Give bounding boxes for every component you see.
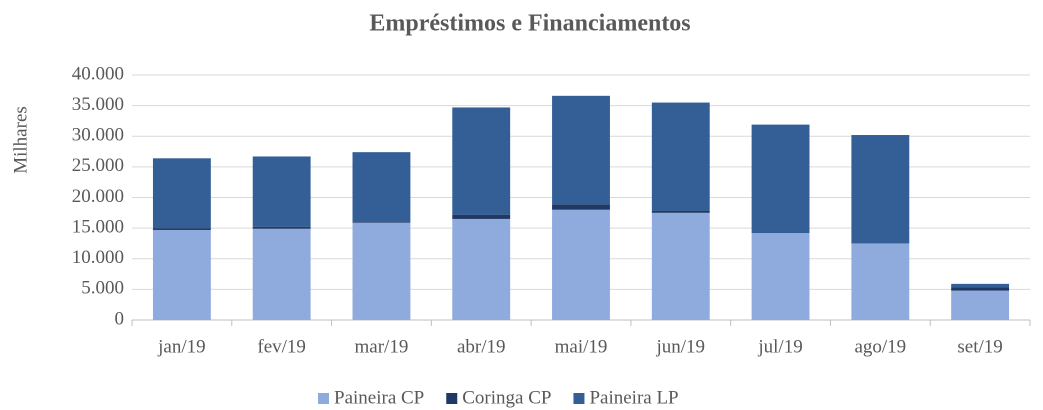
y-tick-label: 25.000 bbox=[72, 155, 124, 176]
bar-segment bbox=[452, 218, 511, 320]
y-tick-label: 20.000 bbox=[72, 186, 124, 207]
bar-segment bbox=[152, 158, 211, 229]
bar-segment bbox=[352, 222, 411, 223]
x-tick-label: fev/19 bbox=[257, 336, 306, 357]
x-tick-label: jul/19 bbox=[757, 336, 802, 357]
x-tick-label: ago/19 bbox=[854, 336, 906, 357]
y-tick-label: 35.000 bbox=[72, 94, 124, 115]
legend-swatch bbox=[573, 393, 585, 404]
y-tick-label: 10.000 bbox=[72, 247, 124, 268]
y-tick-label: 5.000 bbox=[81, 278, 124, 299]
y-tick-label: 40.000 bbox=[72, 63, 124, 84]
legend-label: Paineira LP bbox=[589, 387, 678, 408]
legend-swatch bbox=[318, 393, 329, 404]
y-tick-label: 15.000 bbox=[72, 216, 124, 237]
bar-segment bbox=[651, 210, 710, 213]
bar-segment bbox=[552, 95, 610, 205]
bar-segment bbox=[452, 107, 511, 215]
bar-segment bbox=[951, 287, 1010, 291]
bar-segment bbox=[951, 283, 1010, 288]
y-tick-label: 0 bbox=[115, 308, 125, 329]
bar-segment bbox=[651, 212, 710, 320]
y-tick-label: 30.000 bbox=[72, 125, 124, 146]
x-tick-label: set/19 bbox=[957, 336, 1002, 357]
bar-segment bbox=[851, 243, 910, 320]
x-tick-label: mar/19 bbox=[355, 336, 409, 357]
x-tick-label: jan/19 bbox=[157, 336, 206, 357]
bar-segment bbox=[951, 290, 1010, 320]
bar-segment bbox=[452, 214, 511, 219]
x-tick-label: mai/19 bbox=[555, 336, 608, 357]
legend-label: Coringa CP bbox=[462, 387, 551, 408]
bar-segment bbox=[252, 226, 311, 229]
y-axis-label: Milhares bbox=[10, 106, 31, 174]
bar-segment bbox=[751, 233, 810, 320]
bar-segment bbox=[152, 229, 211, 320]
bar-segment bbox=[252, 156, 311, 227]
x-tick-label: jun/19 bbox=[655, 336, 705, 357]
bar-segment bbox=[851, 135, 910, 244]
bar-segment bbox=[751, 124, 810, 234]
chart-title: Empréstimos e Financiamentos bbox=[369, 11, 690, 37]
bar-segment bbox=[552, 204, 610, 210]
bar-segment bbox=[651, 102, 710, 211]
legend-label: Paineira CP bbox=[334, 387, 424, 408]
legend-swatch bbox=[446, 393, 458, 404]
bar-segment bbox=[352, 152, 411, 222]
bar-segment bbox=[352, 222, 411, 320]
bar-segment bbox=[552, 209, 610, 320]
bar-segment bbox=[252, 228, 311, 320]
bar-segment bbox=[152, 228, 211, 230]
x-tick-label: abr/19 bbox=[457, 336, 506, 357]
